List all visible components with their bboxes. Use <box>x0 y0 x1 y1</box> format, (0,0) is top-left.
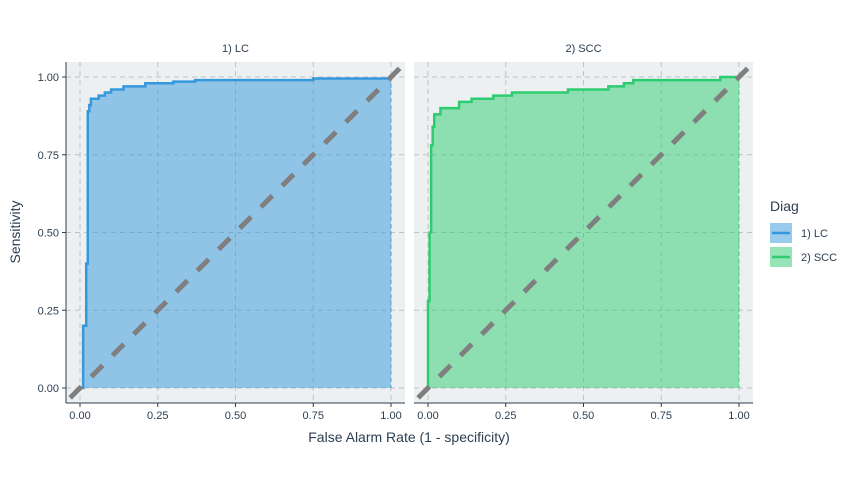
x-tick-label: 0.50 <box>225 410 246 422</box>
y-tick-label: 0.00 <box>38 383 59 395</box>
legend-label: 2) SCC <box>801 252 837 264</box>
legend-title: Diag <box>770 198 799 214</box>
panel-strip <box>414 36 753 60</box>
panel-title: 1) LC <box>222 43 249 55</box>
x-tick-label: 0.25 <box>495 410 516 422</box>
x-tick-label: 0.00 <box>417 410 438 422</box>
axes-text-group: 0.00 0.25 0.50 0.75 1.00 0.00 0.25 0.50 0.75 1.00… <box>38 72 750 422</box>
legend: Diag 1) LC 2) SCC <box>770 198 837 267</box>
x-tick-label: 0.75 <box>303 410 324 422</box>
x-tick-label: 0.50 <box>573 410 594 422</box>
x-axis-title: False Alarm Rate (1 - specificity) <box>308 429 510 445</box>
roc-curve <box>80 77 393 390</box>
y-tick-label: 0.25 <box>38 305 59 317</box>
panel-strip <box>66 36 405 60</box>
x-tick-label: 0.75 <box>651 410 672 422</box>
y-tick-label: 0.50 <box>38 228 59 240</box>
y-tick-label: 1.00 <box>38 72 59 84</box>
legend-entry: 2) SCC <box>770 247 837 267</box>
panel-1: 1) LC <box>65 36 405 404</box>
roc-curve <box>426 75 739 388</box>
x-tick-label: 0.25 <box>147 410 168 422</box>
legend-label: 1) LC <box>801 228 828 240</box>
x-tick-label: 1.00 <box>728 410 749 422</box>
panel-title: 2) SCC <box>565 43 601 55</box>
x-tick-label: 1.00 <box>380 410 401 422</box>
legend-entry: 1) LC <box>770 223 828 243</box>
roc-area <box>80 77 391 388</box>
x-tick-label: 0.00 <box>69 410 90 422</box>
y-axis-title: Sensitivity <box>7 200 23 263</box>
panels-group: 1) LC 2) SCC <box>65 36 753 404</box>
y-tick-label: 0.75 <box>38 150 59 162</box>
panel-2: 2) SCC <box>414 36 753 404</box>
